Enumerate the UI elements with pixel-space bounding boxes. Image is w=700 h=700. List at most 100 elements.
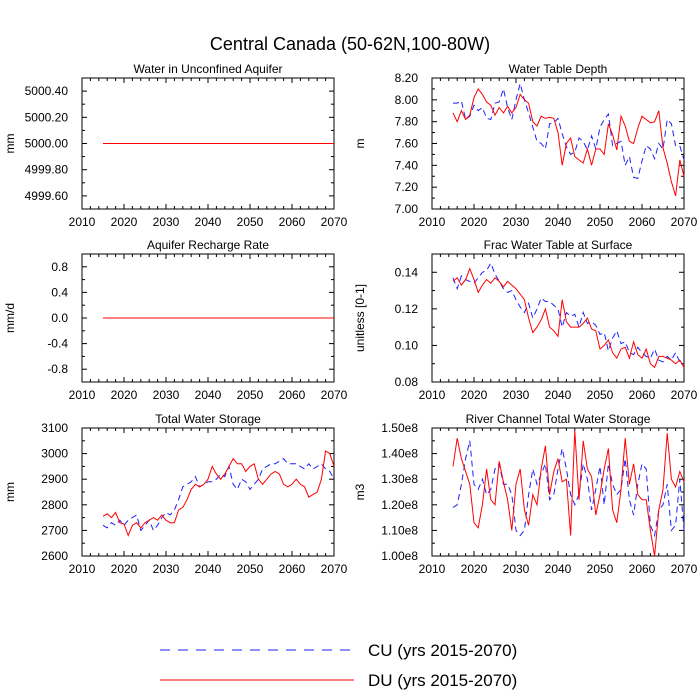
- y-tick-label: 0.14: [395, 265, 419, 279]
- x-tick-label: 2070: [321, 388, 348, 402]
- panel-title: Aquifer Recharge Rate: [147, 238, 269, 252]
- x-tick-label: 2010: [419, 215, 446, 229]
- plot-frame: [431, 253, 685, 383]
- x-tick-label: 2050: [587, 215, 614, 229]
- x-tick-label: 2040: [195, 388, 222, 402]
- y-tick-label: 0.10: [395, 338, 419, 352]
- x-tick-label: 2020: [111, 562, 138, 576]
- y-axis-label: m: [353, 139, 367, 149]
- y-tick-label: 7.80: [395, 115, 419, 129]
- x-tick-label: 2050: [587, 388, 614, 402]
- y-axis-label: mm/d: [3, 303, 17, 333]
- chart-panel-6: River Channel Total Water Storage m3 2010 2…: [353, 412, 698, 576]
- plot-frame: [431, 77, 685, 210]
- y-axis-label: mm: [3, 134, 17, 154]
- legend-label-cu: CU (yrs 2015-2070): [368, 641, 517, 660]
- y-tick-label: 1.00e8: [381, 549, 418, 563]
- panel-title: Water in Unconfined Aquifer: [134, 62, 283, 76]
- series-line-cu: [452, 261, 685, 365]
- chart-panel-4: Frac Water Table at Surface unitless [0-1…: [353, 238, 698, 402]
- y-tick-label: 5000.40: [25, 84, 69, 98]
- x-tick-label: 2040: [195, 215, 222, 229]
- y-tick-label: 1.50e8: [381, 421, 418, 435]
- y-tick-label: 2700: [41, 523, 68, 537]
- plot-frame: [431, 427, 685, 557]
- x-tick-label: 2030: [503, 562, 530, 576]
- x-tick-label: 2040: [545, 215, 572, 229]
- y-tick-label: 0.0: [51, 311, 68, 325]
- y-tick-label: 0.08: [395, 375, 419, 389]
- panel-title: Total Water Storage: [155, 412, 261, 426]
- y-tick-label: 2600: [41, 549, 68, 563]
- x-tick-label: 2070: [671, 388, 698, 402]
- y-tick-label: 8.20: [395, 71, 419, 85]
- y-tick-label: 1.40e8: [381, 447, 418, 461]
- x-tick-label: 2070: [671, 562, 698, 576]
- y-tick-label: 7.60: [395, 137, 419, 151]
- y-tick-label: 4999.80: [25, 163, 69, 177]
- x-tick-label: 2060: [279, 388, 306, 402]
- y-tick-label: 3100: [41, 421, 68, 435]
- x-tick-label: 2070: [321, 215, 348, 229]
- y-tick-label: 4999.60: [25, 189, 69, 203]
- x-tick-label: 2050: [237, 215, 264, 229]
- y-tick-label: 0.4: [51, 285, 68, 299]
- y-axis-label: m3: [353, 483, 367, 500]
- x-tick-label: 2020: [111, 215, 138, 229]
- y-tick-label: 1.20e8: [381, 498, 418, 512]
- x-tick-label: 2030: [153, 388, 180, 402]
- x-tick-label: 2070: [671, 215, 698, 229]
- panel-title: Water Table Depth: [509, 62, 608, 76]
- x-tick-label: 2050: [237, 562, 264, 576]
- x-tick-label: 2010: [419, 562, 446, 576]
- y-tick-label: 2900: [41, 472, 68, 486]
- chart-panel-5: Total Water Storage mm 2010 2020 2030 2040 205…: [3, 412, 348, 576]
- x-tick-label: 2050: [587, 562, 614, 576]
- y-tick-label: 7.20: [395, 180, 419, 194]
- y-tick-label: 5000.00: [25, 137, 69, 151]
- y-axis-label: mm: [3, 482, 17, 502]
- plot-frame: [81, 427, 335, 557]
- x-tick-label: 2060: [629, 562, 656, 576]
- chart-panel-3: Aquifer Recharge Rate mm/d 2010 2020 2030 204…: [3, 238, 348, 402]
- x-tick-label: 2030: [153, 215, 180, 229]
- y-tick-label: -0.4: [47, 337, 68, 351]
- figure-title: Central Canada (50-62N,100-80W): [210, 34, 490, 54]
- x-tick-label: 2010: [69, 215, 96, 229]
- series-line-cu: [102, 458, 335, 532]
- x-tick-label: 2010: [69, 562, 96, 576]
- chart-panel-1: Water in Unconfined Aquifer mm 2010 2020 203…: [3, 62, 348, 229]
- y-tick-label: 7.40: [395, 158, 419, 172]
- x-tick-label: 2060: [629, 215, 656, 229]
- series-line-du: [102, 450, 335, 537]
- x-tick-label: 2010: [69, 388, 96, 402]
- x-tick-label: 2040: [545, 562, 572, 576]
- x-tick-label: 2060: [279, 562, 306, 576]
- x-tick-label: 2050: [237, 388, 264, 402]
- x-tick-label: 2020: [111, 388, 138, 402]
- x-tick-label: 2020: [461, 215, 488, 229]
- y-axis-label: unitless [0-1]: [353, 284, 367, 352]
- legend-label-du: DU (yrs 2015-2070): [368, 671, 517, 690]
- x-tick-label: 2030: [503, 215, 530, 229]
- chart-panel-2: Water Table Depth m 2010 2020 2030 2040 2050 20…: [353, 62, 698, 229]
- y-tick-label: 5000.20: [25, 110, 69, 124]
- x-tick-label: 2040: [545, 388, 572, 402]
- legend: CU (yrs 2015-2070) DU (yrs 2015-2070): [160, 641, 517, 690]
- x-tick-label: 2070: [321, 562, 348, 576]
- x-tick-label: 2020: [461, 388, 488, 402]
- x-tick-label: 2060: [279, 215, 306, 229]
- y-tick-label: 0.8: [51, 260, 68, 274]
- x-tick-label: 2030: [503, 388, 530, 402]
- series-line-cu: [452, 440, 685, 538]
- y-tick-label: 0.12: [395, 302, 419, 316]
- series-line-du: [452, 430, 685, 557]
- y-tick-label: 1.30e8: [381, 472, 418, 486]
- y-tick-label: 1.10e8: [381, 523, 418, 537]
- y-tick-label: 7.00: [395, 202, 419, 216]
- series-line-du: [452, 267, 685, 369]
- x-tick-label: 2040: [195, 562, 222, 576]
- x-tick-label: 2060: [629, 388, 656, 402]
- x-tick-label: 2030: [153, 562, 180, 576]
